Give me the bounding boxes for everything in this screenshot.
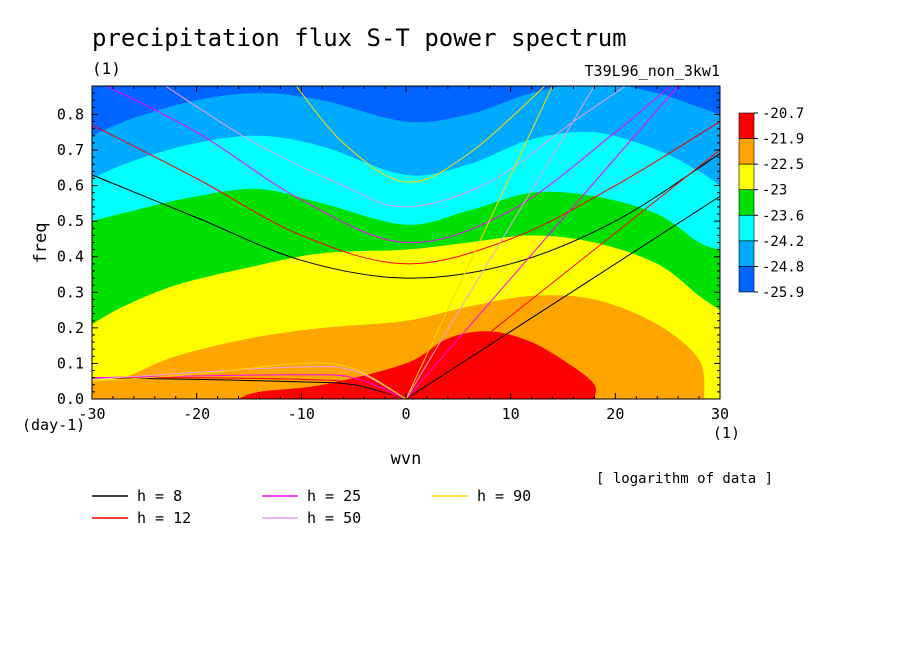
dispersion-h90-kelvin <box>405 86 553 399</box>
colorbar-swatch <box>738 266 755 293</box>
chart-subtitle-left: (1) <box>92 59 121 78</box>
chart-title: precipitation flux S-T power spectrum <box>92 24 627 52</box>
colorbar-label: -24.2 <box>762 234 804 250</box>
y-tick-label: 0.2 <box>57 319 84 337</box>
y-tick-label: 0.6 <box>57 177 84 195</box>
colorbar-swatch <box>738 163 755 191</box>
colorbar: -20.7 -21.9 -22.5 -23 -23.6 -24.2 -24.8 -25.9 <box>738 106 804 301</box>
contour-band--21_9 <box>238 331 596 399</box>
y-axis-label: freq <box>31 223 51 264</box>
y-tick-label: 0.3 <box>57 283 84 301</box>
colorbar-label: -22.5 <box>762 157 804 173</box>
y-tick-label: 0.1 <box>57 354 84 372</box>
colorbar-swatch <box>738 138 755 165</box>
legend: h = 8 h = 12 h = 25 h = 50 h = 90 <box>92 487 531 527</box>
x-tick-label: -20 <box>183 405 210 423</box>
x-tick-label: 20 <box>606 405 624 423</box>
y-tick-label: 0.4 <box>57 248 84 266</box>
x-tick-label: 0 <box>401 405 410 423</box>
legend-label: h = 90 <box>477 487 531 505</box>
dispersion-h50-er <box>92 366 407 399</box>
y-tick-label: 0.0 <box>57 390 84 408</box>
dispersion-h50-kelvin <box>405 86 595 399</box>
dispersion-h8-er <box>92 377 407 399</box>
legend-label: h = 8 <box>137 487 182 505</box>
dispersion-h90-er <box>92 362 407 399</box>
dispersion-h12-kelvin <box>405 149 720 399</box>
colorbar-swatch <box>738 189 755 216</box>
legend-label: h = 25 <box>307 487 361 505</box>
dispersion-h25-er <box>92 374 407 399</box>
dispersion-h8-kelvin <box>405 195 720 399</box>
dispersion-h12-ig <box>92 121 720 265</box>
dispersion-h50-ig <box>164 86 627 208</box>
colorbar-swatch <box>738 240 755 267</box>
x-tick-label: 10 <box>502 405 520 423</box>
colorbar-label: -23.6 <box>762 208 804 224</box>
y-tick-label: 0.7 <box>57 141 84 159</box>
y-unit-label: (day-1) <box>22 416 85 434</box>
chart-subtitle-right: T39L96_non_3kw1 <box>585 62 720 80</box>
x-axis: -30 -20 -10 0 10 20 30 <box>78 86 729 423</box>
colorbar-label: -23 <box>762 183 787 199</box>
dispersion-h25-ig <box>105 86 671 244</box>
x-unit-label: (1) <box>713 424 740 442</box>
dispersion-curves-layer <box>92 86 720 399</box>
colorbar-label: -24.8 <box>762 259 804 275</box>
colorbar-label: -25.9 <box>762 285 804 301</box>
colorbar-swatch <box>738 112 755 139</box>
colorbar-swatch <box>738 214 755 242</box>
dispersion-h8-ig <box>92 153 720 279</box>
y-axis: 0.0 0.1 0.2 0.3 0.4 0.5 0.6 0.7 0.8 <box>57 92 720 408</box>
legend-label: h = 12 <box>137 509 191 527</box>
dispersion-h90-ig <box>295 86 546 183</box>
dispersion-h25-kelvin <box>405 86 679 399</box>
y-tick-label: 0.8 <box>57 105 84 123</box>
x-axis-label: wvn <box>391 449 422 469</box>
colorbar-label: -21.9 <box>762 132 804 148</box>
x-tick-label: -10 <box>288 405 315 423</box>
x-tick-label: -30 <box>78 405 105 423</box>
legend-label: h = 50 <box>307 509 361 527</box>
y-tick-label: 0.5 <box>57 212 84 230</box>
colorbar-label: -20.7 <box>762 106 804 122</box>
data-note: [ logarithm of data ] <box>596 471 773 487</box>
contour-fill-layer <box>92 86 720 399</box>
x-tick-label: 30 <box>711 405 729 423</box>
